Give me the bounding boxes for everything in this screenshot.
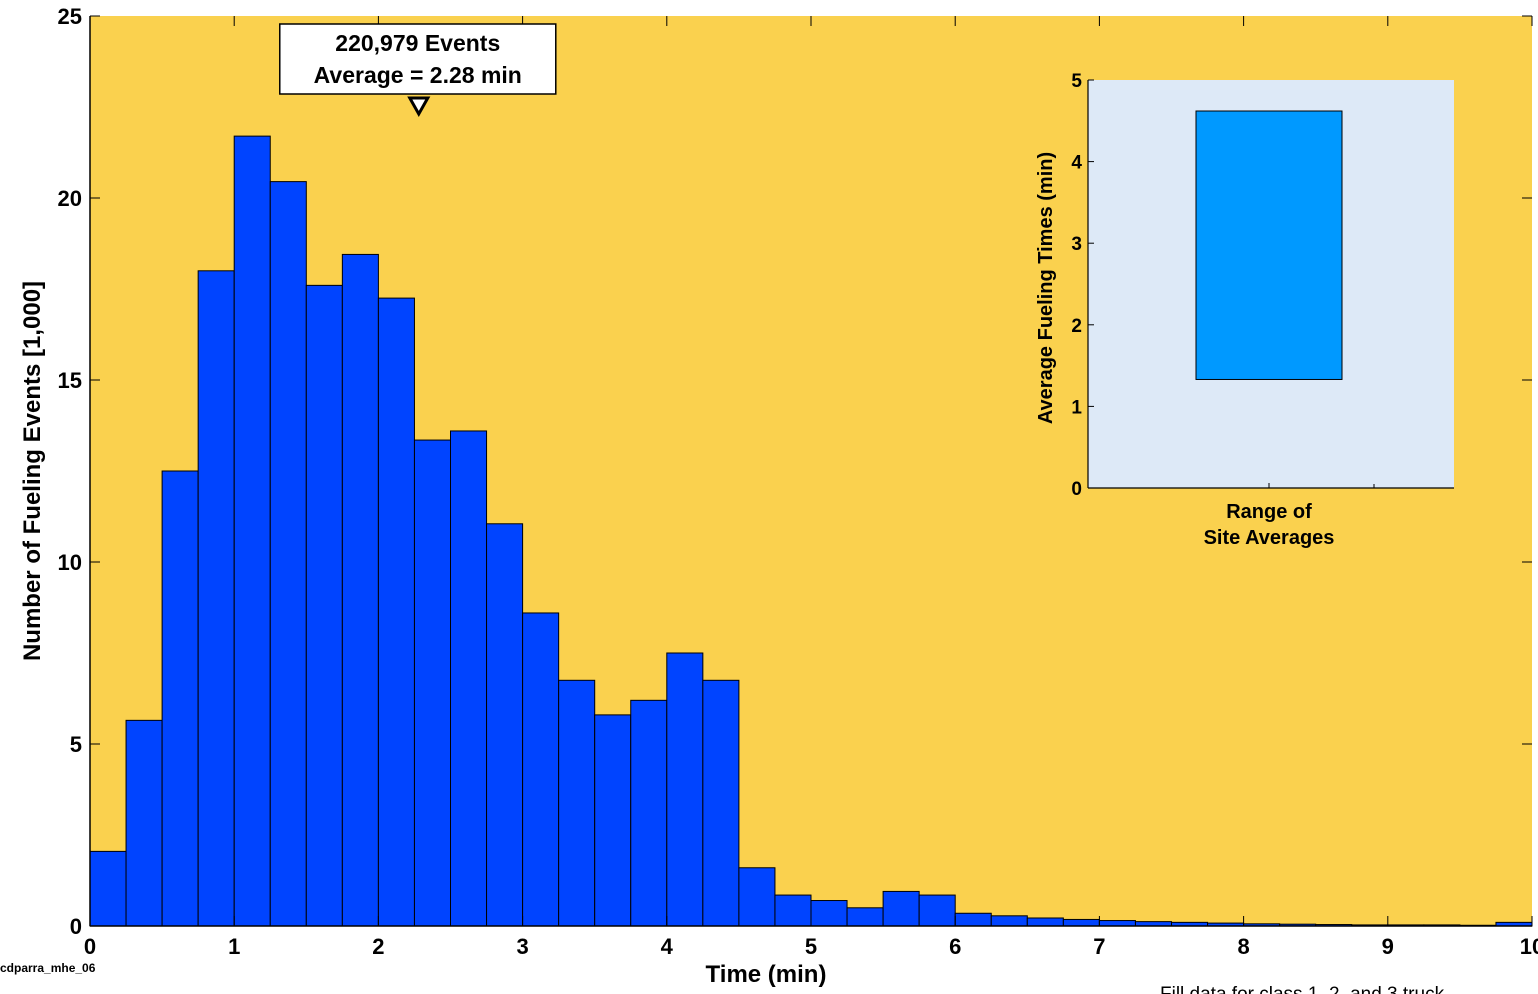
y-tick-label: 20: [58, 186, 82, 211]
average-marker-triangle: [407, 96, 431, 118]
histogram-bar: [990, 915, 1028, 927]
figure-id: cdparra_mhe_06: [0, 961, 96, 975]
histogram-bar: [305, 284, 343, 927]
histogram-bar: [197, 270, 235, 927]
y-tick-label: 15: [58, 368, 82, 393]
inset-y-tick-label: 5: [1071, 71, 1082, 92]
average-annotation: 220,979 Events Average = 2.28 min: [279, 23, 557, 118]
histogram-bar: [666, 652, 704, 927]
annotation-average: Average = 2.28 min: [314, 62, 522, 88]
x-tick-labels: 0 1 2 3 4 5 6 7 8 9 10: [84, 934, 1538, 959]
inset-y-axis-label: Average Fueling Times (min): [1035, 152, 1057, 424]
y-tick-label: 10: [58, 550, 82, 575]
main-tick-marks: [89, 15, 1533, 927]
histogram-bar: [1026, 917, 1064, 927]
histogram-bar: [630, 699, 668, 927]
histogram-bar: [1062, 918, 1100, 927]
inset-x-label-line2: Site Averages: [1204, 527, 1335, 549]
histogram-bar: [558, 679, 596, 927]
histogram-bar: [774, 894, 812, 927]
inset-y-tick-labels: 0 1 2 3 4 5: [1071, 71, 1082, 500]
histogram-bar: [161, 470, 199, 927]
histogram-bar: [1098, 920, 1136, 927]
inset-y-tick-label: 0: [1071, 479, 1082, 500]
x-tick-label: 6: [949, 934, 961, 959]
histogram-bar: [486, 523, 524, 927]
x-tick-label: 8: [1237, 934, 1249, 959]
histogram-bar: [738, 867, 776, 927]
x-tick-label: 10: [1520, 934, 1538, 959]
x-tick-label: 1: [228, 934, 240, 959]
annotation-events-count: 220,979 Events: [335, 30, 500, 56]
inset-y-tick-label: 4: [1071, 153, 1082, 174]
inset-range-bar: [1195, 110, 1343, 380]
histogram-bars: [89, 135, 1533, 927]
histogram-bar: [954, 912, 992, 927]
x-tick-label: 2: [372, 934, 384, 959]
histogram-bar: [233, 135, 271, 927]
x-tick-label: 7: [1093, 934, 1105, 959]
histogram-bar: [846, 907, 884, 927]
histogram-bar: [377, 297, 415, 927]
x-tick-label: 4: [661, 934, 674, 959]
footnote: Fill data for class 1, 2, and 3 truck: [1160, 984, 1445, 994]
inset-chart: 0 1 2 3 4 5 Range of Site Averages Average Fu…: [1035, 71, 1454, 549]
x-tick-label: 0: [84, 934, 96, 959]
histogram-bar: [269, 181, 307, 927]
x-tick-label: 5: [805, 934, 817, 959]
histogram-bar: [341, 253, 379, 927]
inset-y-tick-label: 1: [1071, 397, 1082, 418]
x-axis-label: Time (min): [706, 961, 827, 988]
histogram-bar: [918, 894, 956, 927]
inset-x-label-line1: Range of: [1226, 501, 1312, 523]
y-axis-label: Number of Fueling Events [1,000]: [19, 281, 46, 661]
histogram-bar: [594, 714, 632, 927]
histogram-bar: [810, 900, 848, 927]
inset-y-tick-label: 2: [1071, 316, 1082, 337]
histogram-bar: [522, 612, 560, 927]
histogram-bar: [413, 439, 452, 927]
histogram-bar: [125, 719, 163, 927]
y-tick-labels: 0 5 10 15 20 25: [58, 4, 82, 939]
histogram-bar: [702, 679, 740, 927]
inset-axes: [1087, 79, 1454, 489]
histogram-bar: [450, 430, 488, 927]
x-tick-label: 3: [516, 934, 528, 959]
annotation-box: [279, 23, 557, 95]
y-tick-label: 0: [70, 914, 82, 939]
histogram-bar: [882, 890, 920, 927]
inset-y-tick-label: 3: [1071, 234, 1082, 255]
y-tick-label: 5: [70, 732, 82, 757]
histogram-bar: [89, 850, 127, 927]
x-tick-label: 9: [1382, 934, 1394, 959]
y-tick-label: 25: [58, 4, 82, 29]
